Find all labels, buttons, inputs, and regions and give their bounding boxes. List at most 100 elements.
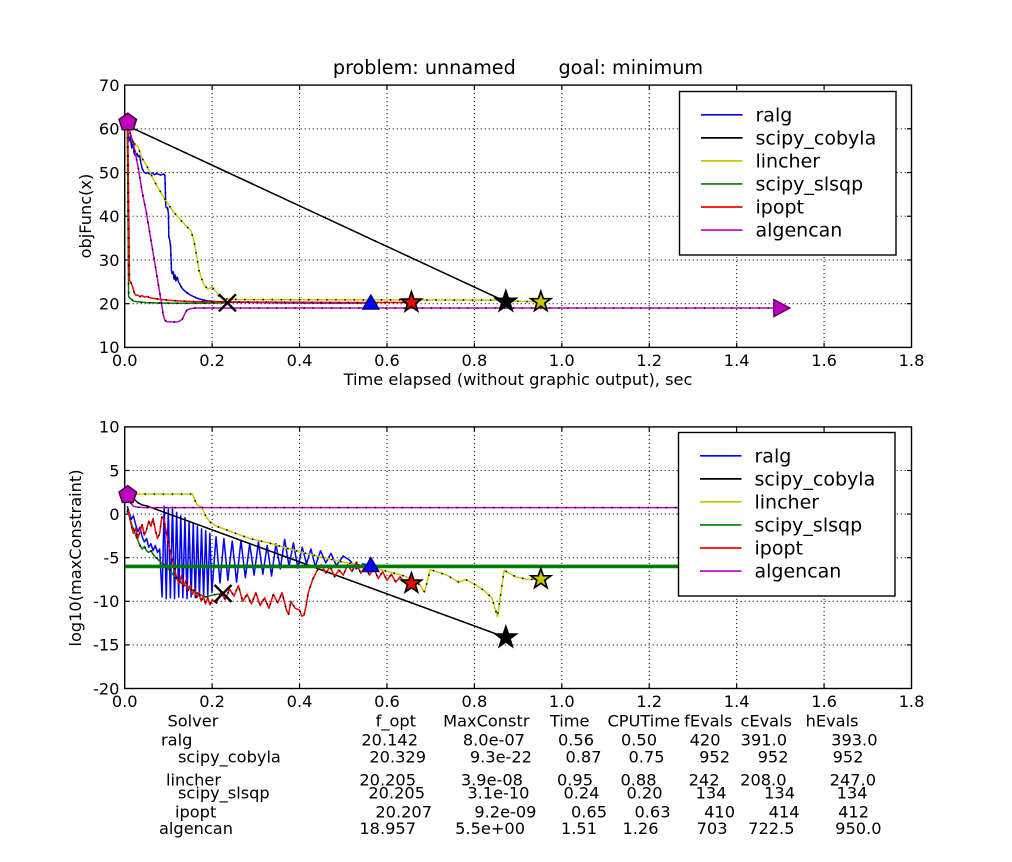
- table-header-f_opt: f_opt: [376, 712, 416, 732]
- end-marker-star: [528, 288, 554, 313]
- series-line-lincher: [126, 493, 541, 618]
- series-points-ipopt: [126, 127, 413, 304]
- x-tick-label: 0.8: [462, 351, 488, 370]
- series-line-ralg: [126, 126, 371, 304]
- end-marker-star: [398, 570, 424, 595]
- table-cell: 952: [833, 748, 864, 767]
- legend-box: [678, 90, 897, 256]
- y-tick-label: 10: [99, 338, 120, 357]
- table-cell: 1.26: [622, 819, 658, 838]
- end-marker-star-black: [492, 623, 519, 649]
- markers-group: [118, 112, 792, 318]
- table-cell: 420: [690, 731, 721, 750]
- end-marker-triangle-up: [361, 293, 380, 310]
- table-cell-solver: scipy_cobyla: [178, 748, 281, 768]
- x-tick-label: 1.8: [899, 692, 925, 711]
- table-cell: 0.95: [557, 771, 593, 790]
- y-tick-label: 5: [109, 461, 119, 480]
- table-cell: 952: [699, 748, 730, 767]
- legend: ralgscipy_cobylalincherscipy_slsqpipopta…: [677, 431, 896, 597]
- table-cell: 0.24: [563, 784, 599, 803]
- series-line-lincher: [126, 127, 541, 303]
- table-cell: 0.65: [571, 803, 607, 822]
- table-cell: 412: [838, 803, 869, 822]
- table-cell: 0.63: [634, 803, 670, 822]
- legend-label-ralg: ralg: [756, 104, 793, 126]
- table-cell: 414: [769, 803, 800, 822]
- end-marker-star: [399, 289, 424, 313]
- series-group: [126, 123, 782, 323]
- y-tick-label: -15: [93, 636, 119, 655]
- x-tick-label: 0.2: [199, 351, 225, 370]
- end-marker-x: [218, 293, 237, 313]
- table-cell: 20.205: [359, 771, 416, 790]
- legend-label-algencan: algencan: [755, 561, 842, 583]
- table-header-MaxConstr: MaxConstr: [443, 712, 530, 731]
- end-marker-triangle-up: [361, 556, 380, 573]
- table-cell-solver: ralg: [161, 731, 192, 750]
- y-axis-label-objfunc: objFunc(x): [75, 173, 95, 259]
- series-points-scipy_cobyla: [126, 487, 507, 639]
- table-cell: 20.329: [369, 748, 426, 767]
- legend-label-algencan: algencan: [756, 220, 843, 242]
- legend: ralgscipy_cobylalincherscipy_slsqpipopta…: [678, 90, 897, 256]
- table-cell: 134: [837, 784, 868, 803]
- y-tick-label: -10: [93, 592, 119, 611]
- table-cell: 20.142: [361, 731, 418, 750]
- table-cell: 1.51: [561, 819, 597, 838]
- legend-label-scipy_cobyla: scipy_cobyla: [755, 468, 876, 490]
- table-cell-solver: algencan: [159, 819, 233, 838]
- legend-label-ipopt: ipopt: [756, 197, 804, 219]
- x-tick-label: 1.2: [636, 692, 662, 711]
- legend-label-ralg: ralg: [755, 445, 792, 467]
- end-marker-star: [528, 565, 554, 590]
- x-tick-label: 1.8: [899, 351, 925, 370]
- table-cell: 0.50: [621, 731, 657, 750]
- legend-box: [677, 431, 896, 597]
- table-header-hEvals: hEvals: [806, 712, 859, 731]
- x-axis-label: Time elapsed (without graphic output), s…: [343, 370, 693, 389]
- series-points-ralg: [126, 126, 372, 304]
- legend-label-scipy_slsqp: scipy_slsqp: [755, 514, 863, 536]
- table-cell: 703: [697, 819, 728, 838]
- x-tick-label: 1.6: [811, 692, 837, 711]
- y-tick-label: 0: [109, 505, 119, 524]
- table-cell: 0.87: [565, 748, 601, 767]
- x-tick-label: 1.0: [549, 692, 575, 711]
- table-cell: 9.2e-09: [474, 803, 536, 822]
- x-tick-label: 1.4: [724, 351, 750, 370]
- x-tick-label: 0.6: [374, 692, 400, 711]
- start-marker-pentagon: [118, 112, 138, 131]
- legend-label-scipy_slsqp: scipy_slsqp: [756, 173, 864, 195]
- table-cell-solver: lincher: [166, 771, 221, 790]
- table-cell: 0.88: [620, 771, 656, 790]
- y-tick-label: -20: [93, 679, 119, 698]
- table-cell: 3.1e-10: [467, 784, 529, 803]
- table-cell: 722.5: [748, 819, 794, 838]
- table-cell: 410: [704, 803, 735, 822]
- y-tick-label: 40: [99, 207, 120, 226]
- x-tick-label: 0.0: [112, 692, 138, 711]
- table-cell: 9.3e-22: [470, 748, 532, 767]
- y-tick-label: -5: [103, 549, 119, 568]
- x-tick-label: 1.6: [811, 351, 837, 370]
- y-tick-label: 30: [99, 251, 120, 270]
- results-table: Solver f_opt MaxConstr Time CPUTime fEvals cEv…: [159, 712, 882, 839]
- end-marker-triangle-right: [773, 298, 792, 318]
- x-tick-label: 1.4: [724, 692, 750, 711]
- table-header-solver: Solver: [168, 712, 219, 731]
- table-cell: 0.20: [626, 784, 662, 803]
- table-header-cEvals: cEvals: [740, 712, 792, 731]
- table-cell: 3.9e-08: [461, 771, 523, 790]
- legend-label-lincher: lincher: [756, 150, 821, 172]
- table-cell: 8.0e-07: [463, 731, 525, 750]
- series-line-ipopt: [127, 128, 412, 304]
- x-tick-label: 0.6: [374, 351, 400, 370]
- table-header-fEvals: fEvals: [684, 712, 732, 731]
- series-points-lincher: [126, 493, 542, 617]
- y-tick-label: 50: [99, 163, 120, 182]
- plot-frame: [123, 84, 913, 349]
- table-cell: 20.207: [375, 803, 432, 822]
- y-tick-label: 10: [99, 418, 120, 437]
